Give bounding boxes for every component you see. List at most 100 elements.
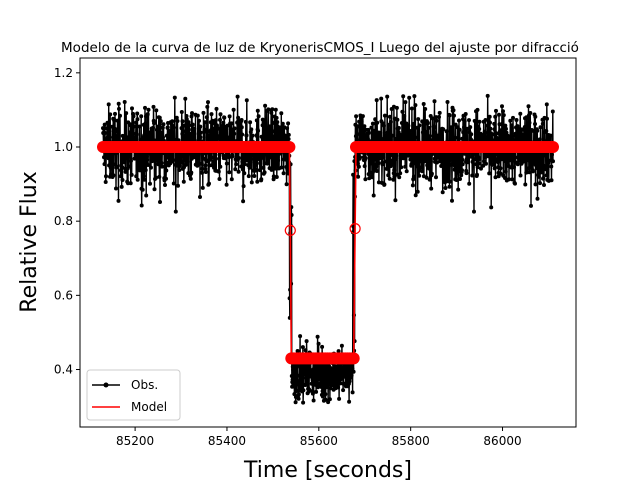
obs-point	[137, 124, 142, 129]
obs-point	[170, 129, 174, 134]
obs-point	[486, 154, 491, 159]
obs-point	[217, 177, 222, 181]
obs-point	[376, 161, 381, 166]
obs-point	[160, 164, 164, 169]
obs-point	[240, 132, 245, 137]
obs-point	[145, 112, 150, 117]
obs-point	[244, 98, 249, 103]
obs-point	[432, 99, 437, 104]
obs-point	[493, 175, 498, 180]
obs-point	[171, 158, 176, 162]
x-axis: 85200 85400 85600 85800 86000	[116, 427, 522, 448]
obs-point	[292, 375, 297, 379]
obs-point	[140, 161, 145, 166]
obs-point	[386, 122, 391, 127]
obs-point	[336, 385, 341, 390]
obs-point	[475, 172, 479, 177]
obs-point	[427, 177, 432, 182]
obs-point	[269, 110, 274, 115]
legend-obs-marker	[103, 382, 109, 388]
obs-point	[371, 193, 376, 198]
obs-point	[341, 388, 346, 393]
obs-point	[387, 176, 392, 181]
obs-point	[382, 182, 387, 187]
obs-point	[347, 399, 352, 404]
obs-point	[150, 159, 155, 164]
obs-point	[103, 180, 108, 184]
obs-point	[433, 131, 438, 136]
obs-point	[324, 383, 329, 388]
obs-point	[521, 159, 525, 164]
obs-point	[315, 334, 320, 339]
obs-point	[461, 130, 466, 135]
obs-point	[106, 102, 111, 107]
obs-point	[108, 112, 113, 117]
obs-point	[285, 126, 290, 131]
obs-point	[189, 114, 194, 119]
obs-point	[385, 133, 390, 138]
obs-point	[279, 165, 284, 170]
obs-point	[417, 123, 422, 128]
obs-point	[365, 136, 370, 141]
obs-point	[310, 377, 315, 382]
y-tick-label: 0.6	[54, 288, 73, 302]
obs-point	[412, 94, 417, 99]
obs-point	[394, 153, 399, 158]
obs-point	[112, 118, 117, 123]
obs-point	[107, 129, 112, 134]
obs-point	[391, 171, 396, 176]
obs-point	[127, 130, 132, 135]
obs-point	[236, 115, 241, 120]
obs-point	[185, 159, 190, 164]
obs-point	[265, 158, 270, 163]
obs-point	[314, 389, 319, 394]
obs-point	[497, 112, 501, 117]
obs-point	[390, 162, 395, 167]
obs-point	[460, 168, 464, 173]
obs-point	[253, 152, 258, 157]
obs-point	[211, 126, 216, 131]
obs-point	[175, 119, 180, 123]
obs-point	[490, 132, 495, 137]
x-axis-label: Time [seconds]	[243, 458, 412, 480]
obs-point	[158, 200, 162, 204]
obs-point	[139, 203, 144, 208]
obs-point	[295, 373, 300, 378]
obs-point	[536, 174, 541, 179]
model-point	[547, 141, 559, 153]
obs-point	[394, 105, 399, 110]
obs-point	[423, 153, 428, 158]
obs-point	[280, 121, 285, 126]
obs-point	[122, 160, 126, 165]
obs-point	[296, 396, 301, 401]
obs-point	[303, 376, 308, 380]
obs-point	[181, 123, 186, 128]
obs-point	[434, 175, 438, 180]
obs-point	[293, 365, 298, 370]
obs-point	[184, 114, 189, 118]
obs-point	[224, 182, 229, 187]
y-tick-label: 0.8	[54, 214, 73, 228]
obs-point	[415, 189, 420, 194]
obs-point	[120, 165, 125, 170]
obs-point	[535, 166, 539, 171]
y-axis: 0.4 0.6 0.8 1.0 1.2	[54, 66, 80, 377]
obs-point	[157, 174, 162, 179]
obs-point	[518, 111, 523, 116]
model-point	[283, 141, 296, 153]
obs-point	[447, 113, 452, 118]
obs-point	[186, 127, 191, 132]
obs-point	[467, 118, 471, 123]
obs-point	[229, 177, 234, 182]
obs-point	[148, 181, 152, 186]
obs-point	[271, 174, 276, 179]
obs-point	[457, 127, 462, 132]
obs-point	[119, 184, 124, 189]
obs-point	[109, 156, 114, 161]
obs-point	[135, 177, 140, 182]
obs-point	[374, 164, 379, 169]
obs-point	[217, 126, 221, 131]
obs-point	[301, 388, 306, 393]
obs-point	[538, 125, 543, 130]
obs-point	[504, 130, 509, 135]
